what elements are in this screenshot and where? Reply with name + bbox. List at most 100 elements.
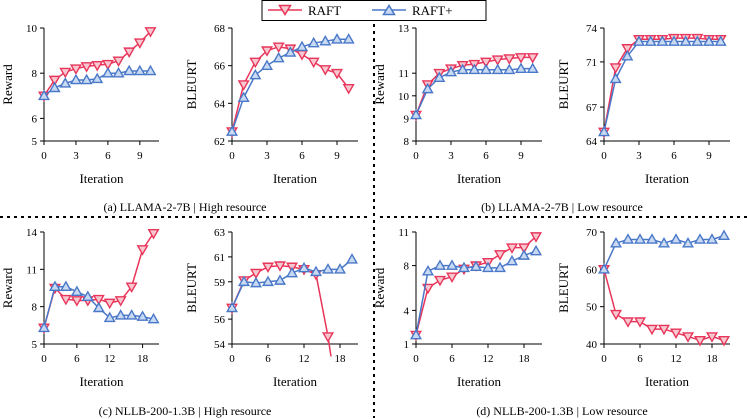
data-point — [479, 63, 493, 75]
x-tick-label: 12 — [104, 353, 115, 365]
data-point — [514, 62, 528, 73]
y-tick-label: 8 — [32, 302, 38, 314]
y-tick-label: 54 — [214, 339, 226, 351]
data-point — [609, 236, 623, 248]
data-point — [261, 262, 275, 274]
chart-3: 64 67 71 74 0 3 6 9 Iteration BLEURT — [556, 23, 730, 186]
data-point — [91, 72, 104, 84]
data-point — [657, 324, 671, 336]
data-point — [112, 66, 125, 78]
data-point — [307, 57, 320, 69]
data-point — [433, 71, 446, 83]
data-point — [517, 249, 531, 260]
data-point — [92, 294, 105, 306]
data-point — [48, 81, 61, 93]
data-point — [609, 309, 623, 321]
data-point — [92, 301, 105, 313]
data-point — [136, 245, 149, 256]
x-tick-label: 18 — [335, 353, 347, 365]
series-line — [231, 264, 332, 357]
data-point — [491, 63, 504, 75]
series-raft-plus — [38, 64, 157, 101]
data-point — [272, 42, 285, 54]
x-axis-label: Iteration — [79, 374, 124, 389]
data-point — [633, 233, 647, 244]
data-point — [295, 40, 309, 52]
data-point — [717, 335, 731, 347]
data-point — [445, 259, 459, 270]
x-tick-label: 6 — [637, 353, 643, 365]
series-raft — [410, 232, 543, 342]
data-point — [621, 50, 634, 61]
data-point — [59, 294, 72, 306]
data-point — [421, 264, 435, 276]
data-point — [529, 232, 543, 243]
chart-2: 8 9 10 11 13 0 3 6 9 Iteration Reward — [372, 23, 542, 186]
data-point — [59, 77, 72, 88]
data-point — [80, 73, 93, 85]
data-point — [123, 64, 136, 76]
x-tick-label: 18 — [707, 353, 719, 365]
data-point — [702, 35, 716, 46]
y-tick-label: 13 — [398, 23, 410, 35]
y-axis-label: BLEURT — [184, 263, 199, 313]
series-raft — [598, 265, 731, 347]
y-axis-label: Reward — [0, 267, 15, 308]
y-tick-label: 40 — [586, 339, 598, 351]
data-point — [80, 62, 93, 73]
data-point — [693, 335, 707, 347]
data-point — [621, 44, 634, 55]
data-point — [714, 35, 727, 46]
x-tick-label: 9 — [518, 150, 524, 162]
data-point — [609, 72, 622, 84]
x-axis-label: Iteration — [645, 171, 690, 186]
data-point — [633, 317, 647, 328]
data-point — [284, 46, 297, 57]
series-raft-plus — [598, 35, 727, 137]
legend-raft-marker — [278, 4, 292, 16]
y-tick-label: 70 — [586, 227, 598, 239]
data-point — [237, 80, 250, 91]
y-tick-label: 61 — [214, 252, 225, 264]
data-point — [112, 56, 125, 67]
data-point — [125, 309, 138, 320]
data-point — [59, 280, 72, 292]
y-tick-label: 64 — [214, 98, 226, 110]
y-tick-label: 1 — [404, 339, 410, 351]
legend: RAFT RAFT+ — [261, 0, 487, 21]
data-point — [136, 310, 149, 321]
data-point — [598, 125, 611, 137]
data-point — [114, 309, 127, 320]
data-point — [103, 298, 116, 310]
y-axis-label: BLEURT — [556, 60, 571, 110]
data-point — [644, 35, 657, 46]
chart-6: 1 4 8 11 0 6 12 18 Iteration Reward — [372, 227, 543, 389]
data-point — [468, 63, 481, 75]
x-tick-label: 0 — [229, 150, 235, 162]
data-point — [342, 83, 355, 95]
data-point — [319, 65, 332, 76]
data-point — [333, 263, 347, 274]
data-point — [669, 233, 683, 244]
chart-1: 62 64 66 68 0 3 6 9 Iteration BLEURT — [184, 23, 358, 186]
data-point — [330, 68, 344, 80]
data-point — [657, 236, 671, 248]
series-line — [231, 46, 350, 132]
data-point — [103, 311, 116, 323]
chart-4: 5 8 11 14 0 6 12 18 Iteration Reward — [0, 227, 160, 389]
x-axis-label: Iteration — [273, 374, 318, 389]
y-axis-label: Reward — [372, 64, 387, 105]
x-axis-label: Iteration — [79, 171, 124, 186]
data-point — [693, 233, 707, 244]
y-axis-label: Reward — [372, 267, 387, 308]
y-tick-label: 8 — [404, 261, 410, 273]
data-point — [321, 263, 335, 274]
caption-c: (c) NLLB-200-1.3B | High resource — [99, 404, 272, 418]
data-point — [101, 66, 114, 78]
data-point — [681, 332, 695, 343]
x-tick-label: 0 — [229, 353, 235, 365]
y-tick-label: 4 — [404, 305, 410, 317]
x-tick-label: 3 — [448, 150, 454, 162]
x-axis-label: Iteration — [457, 171, 502, 186]
